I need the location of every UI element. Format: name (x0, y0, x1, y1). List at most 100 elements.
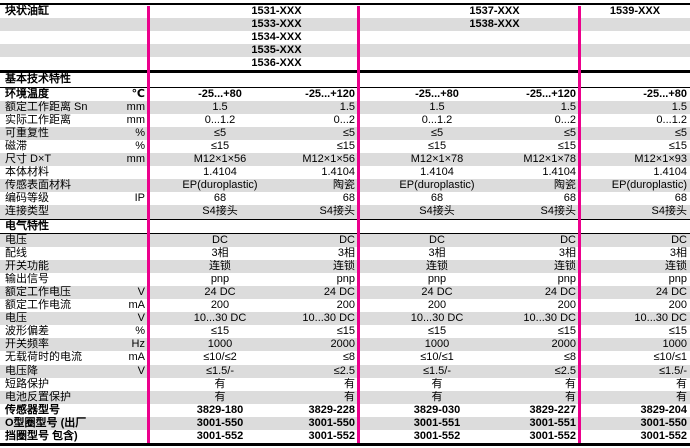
row-label: 额定工作电流 (5, 299, 71, 312)
cell-value-3: 3001-551 (413, 416, 461, 429)
row-unit (118, 430, 148, 443)
cell-value-3: 1000 (424, 338, 450, 351)
cell-value-2: 3829-228 (308, 403, 356, 416)
table-title (0, 44, 118, 57)
row-unit: mA (128, 299, 146, 312)
cell-value-1: ≤15 (210, 325, 230, 338)
table-row: 磁滞 % ≤15 ≤15 ≤15 ≤15 ≤15 (0, 140, 690, 153)
model-number-group1: 1536-XXX (251, 57, 302, 70)
cell-value-4: ≤15 (557, 325, 576, 338)
row-unit (118, 260, 148, 273)
table-title (0, 31, 118, 44)
column-divider-2 (357, 6, 360, 444)
row-unit (118, 166, 148, 179)
cell-value-5: 连锁 (665, 259, 687, 272)
table-title (0, 57, 118, 70)
spec-table: 块状油缸 1531-XXX 1537-XXX 1539-XXX 1533-XXX… (0, 3, 690, 447)
cell-value-1: 68 (213, 192, 227, 205)
cell-value-2: 3相 (337, 246, 355, 259)
cell-value-2: DC (339, 233, 355, 246)
cell-value-1: 有 (214, 377, 226, 390)
cell-value-3: 有 (431, 390, 443, 403)
row-label: 尺寸 D×T (5, 153, 52, 166)
row-label: 编码等级 (5, 192, 49, 205)
cell-value-1: -25...+80 (198, 87, 242, 100)
table-row: 尺寸 D×T mm M12×1×56 M12×1×56 M12×1×78 M12… (0, 153, 690, 167)
cell-value-3: pnp (427, 272, 447, 285)
cell-value-3: ≤15 (427, 139, 447, 152)
column-divider-1 (147, 6, 150, 444)
cell-value-1: ≤1.5/- (205, 364, 235, 377)
cell-value-3: M12×1×78 (410, 153, 464, 166)
cell-value-1: EP(duroplastic) (182, 179, 258, 192)
cell-value-3: 连锁 (426, 259, 448, 272)
cell-value-4: 0...2 (554, 113, 576, 126)
cell-value-4: 3829-227 (529, 403, 577, 416)
header-row: 块状油缸 1531-XXX 1537-XXX 1539-XXX (0, 5, 690, 18)
unit-cell (118, 57, 148, 70)
cell-value-2: 24 DC (323, 285, 355, 298)
row-unit (118, 179, 148, 192)
cell-value-5: -25...+80 (643, 87, 687, 100)
cell-value-5: 3829-204 (640, 403, 688, 416)
row-unit (118, 391, 148, 404)
cell-value-3: DC (429, 233, 445, 246)
cell-value-5: 68 (674, 192, 687, 205)
table-row: 挡圈型号 包含) 3001-552 3001-552 3001-552 3001… (0, 430, 690, 443)
row-unit: ℃ (131, 87, 145, 100)
table-row: 开关功能 连锁 连锁 连锁 连锁 连锁 (0, 259, 690, 273)
table-row: 电池反置保护 有 有 有 有 有 (0, 390, 690, 404)
row-label: 传感器型号 (5, 403, 60, 416)
cell-value-4: 3001-551 (529, 416, 577, 429)
cell-value-1: 3001-550 (196, 416, 244, 429)
cell-value-5: 1.5 (671, 100, 687, 113)
model-number-group2 (359, 57, 580, 70)
cell-value-2: ≤5 (342, 126, 355, 139)
row-unit (118, 404, 148, 417)
table-row: 波形偏差 % ≤15 ≤15 ≤15 ≤15 ≤15 (0, 325, 690, 338)
cell-value-5: EP(duroplastic) (611, 179, 687, 192)
cell-value-2: pnp (336, 272, 355, 285)
model-number-group1: 1535-XXX (251, 44, 302, 57)
row-label: 输出信号 (5, 272, 49, 285)
row-unit (118, 273, 148, 286)
unit-cell (118, 5, 148, 18)
cell-value-5: 1.4104 (653, 166, 687, 179)
cell-value-1: ≤15 (210, 139, 230, 152)
cell-value-4: 有 (565, 390, 576, 403)
cell-value-4: 连锁 (554, 259, 576, 272)
section-row: 电气特性 (0, 218, 690, 234)
row-unit (118, 234, 148, 247)
row-unit: V (137, 364, 145, 377)
cell-value-3: EP(duroplastic) (399, 179, 475, 192)
cell-value-5: ≤15 (668, 139, 687, 152)
row-label: O型圈型号 (出厂 (5, 416, 87, 429)
row-label: 可重复性 (5, 126, 49, 139)
row-label: 传感表面材料 (5, 179, 71, 192)
table-title (0, 18, 118, 31)
row-unit: V (137, 312, 145, 325)
row-label: 额定工作距离 Sn (5, 100, 88, 113)
cell-value-4: DC (560, 233, 576, 246)
cell-value-2: ≤2.5 (333, 364, 355, 377)
cell-value-4: M12×1×78 (523, 153, 576, 166)
cell-value-3: 0...1.2 (421, 113, 453, 126)
cell-value-2: 3001-552 (308, 430, 356, 442)
model-number-group2: 1538-XXX (469, 18, 520, 31)
cell-value-2: M12×1×56 (302, 153, 355, 166)
row-unit: IP (134, 192, 145, 205)
table-body: 基本技术特性 环境温度 ℃ -25...+80 -25...+120 -25..… (0, 70, 690, 443)
model-number-group1: 1531-XXX (251, 5, 302, 17)
cell-value-5: 3001-550 (640, 416, 688, 429)
unit-cell (118, 18, 148, 31)
cell-value-4: 10...30 DC (523, 312, 576, 325)
section-row: 基本技术特性 (0, 70, 690, 88)
cell-value-4: ≤8 (563, 351, 576, 364)
table-row: 无载荷时的电流 mA ≤10/≤2 ≤8 ≤10/≤1 ≤8 ≤10/≤1 (0, 351, 690, 364)
cell-value-1: 连锁 (209, 259, 231, 272)
unit-cell (118, 44, 148, 57)
row-label: 电压 (5, 233, 27, 246)
row-label: 电压 (5, 312, 27, 325)
cell-value-4: 2000 (551, 338, 576, 351)
row-unit: V (137, 285, 145, 298)
